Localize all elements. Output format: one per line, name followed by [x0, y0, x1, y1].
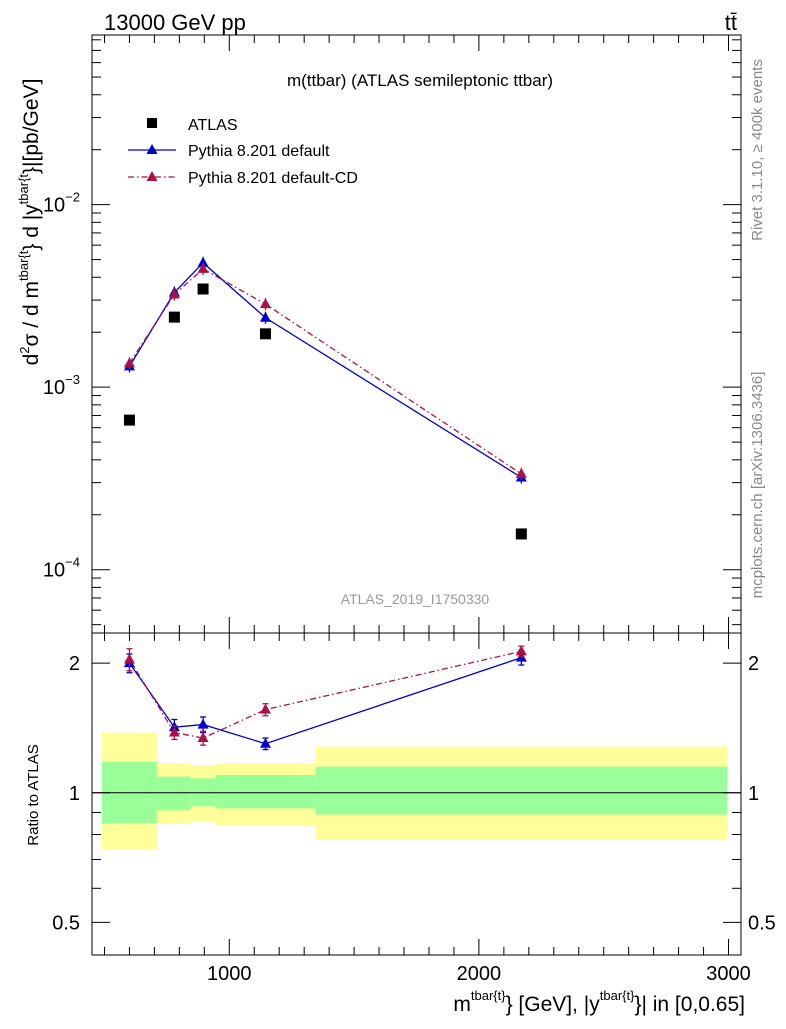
- side-rivet-label: Rivet 3.1.10, ≥ 400k events: [749, 59, 766, 241]
- x-tick-label-1000: 1000: [207, 963, 252, 985]
- pythia-8-201-default-ratio-line: [128, 657, 522, 745]
- legend-marker-pythia-default: [146, 144, 158, 154]
- pythia-8-201-default-cd-ratio-point-3: [259, 703, 271, 714]
- ratio-y-tick-label-right-0: 0.5: [748, 912, 776, 934]
- atlas-point-1: [168, 311, 180, 323]
- legend-marker-atlas: [147, 118, 157, 128]
- green-band-3: [215, 774, 316, 809]
- green-band-4: [315, 766, 728, 815]
- legend-label-pythia-default: Pythia 8.201 default: [188, 143, 330, 160]
- pythia-8-201-default-cd-ratio-point-1: [168, 726, 180, 737]
- legend-label-atlas: ATLAS: [188, 117, 238, 134]
- ratio-series-lines: [128, 650, 522, 745]
- main-y-axis-label: d2σ / d mtbar{t} d |ytbar{t}|[pb/GeV]: [16, 79, 43, 366]
- atlas-point-3: [259, 328, 271, 340]
- pythia-8-201-default-ratio-point-2: [197, 718, 209, 729]
- atlas-point-2: [197, 283, 209, 295]
- pythia-8-201-default-cd-ratio-line: [128, 650, 522, 739]
- uncertainty-bands: [92, 732, 741, 850]
- ratio-panel-frame: [91, 632, 742, 956]
- main-data-points: [123, 256, 527, 540]
- atlas-point-4: [515, 528, 527, 540]
- pythia-8-201-default-ratio-point-3: [259, 737, 271, 748]
- pythia-8-201-default-cd-ratio-point-4: [515, 645, 527, 656]
- main-y-tick-label-1: 10−3: [43, 372, 80, 399]
- legend-marker-pythia-cd: [146, 171, 158, 181]
- ratio-y-tick-label-left-0: 0.5: [52, 912, 80, 934]
- pythia-8-201-default-cd-ratio-point-2: [197, 732, 209, 743]
- chart-title: m(ttbar) (ATLAS semileptonic ttbar): [287, 71, 553, 90]
- legend-label-pythia-cd: Pythia 8.201 default-CD: [188, 170, 358, 187]
- green-band-1: [156, 776, 191, 811]
- header-energy-label: 13000 GeV pp: [104, 10, 246, 35]
- ratio-y-tick-label-left-1: 1: [69, 783, 80, 805]
- header-process-label: tt̄: [725, 10, 737, 35]
- x-axis-label: mtbar{t}} [GeV], |ytbar{t}}| in [0,0.65]: [453, 988, 745, 1016]
- ratio-y-tick-label-right-1: 1: [748, 783, 759, 805]
- pythia-8-201-default-cd-main-point-4: [515, 467, 527, 478]
- ratio-y-tick-label-right-2: 2: [748, 653, 759, 675]
- analysis-watermark: ATLAS_2019_I1750330: [341, 591, 490, 607]
- pythia-8-201-default-cd-main-point-3: [259, 298, 271, 309]
- pythia-8-201-default-main-line: [128, 261, 522, 479]
- x-tick-label-2000: 2000: [457, 963, 502, 985]
- pythia-8-201-default-cd-ratio-point-0: [123, 653, 135, 664]
- pythia-8-201-default-cd-main-point-1: [168, 288, 180, 299]
- legend: ATLAS Pythia 8.201 default Pythia 8.201 …: [128, 117, 358, 187]
- ratio-y-tick-label-left-2: 2: [69, 653, 80, 675]
- pythia-8-201-default-cd-main-point-0: [123, 357, 135, 368]
- side-mcplots-label: mcplots.cern.ch [arXiv:1306.3436]: [749, 372, 766, 599]
- pythia-8-201-default-main-point-3: [259, 311, 271, 322]
- ratio-y-axis-label: Ratio to ATLAS: [25, 744, 42, 845]
- axis-tick-labels: 1000 2000 3000 10−4 10−3 10−2 0.5 0.5 1 1 2 2: [43, 190, 776, 985]
- ratio-data-points: [123, 645, 527, 751]
- x-tick-label-3000: 3000: [706, 963, 751, 985]
- pythia-8-201-default-main-point-2: [197, 256, 209, 267]
- atlas-point-0: [123, 414, 135, 426]
- main-y-tick-label-0: 10−4: [43, 555, 80, 582]
- main-series-lines: [128, 261, 522, 479]
- main-y-tick-label-2: 10−2: [43, 190, 80, 217]
- axis-ticks: [92, 35, 741, 955]
- pythia-8-201-default-cd-main-line: [128, 268, 522, 475]
- pythia-8-201-default-cd-main-point-2: [197, 262, 209, 273]
